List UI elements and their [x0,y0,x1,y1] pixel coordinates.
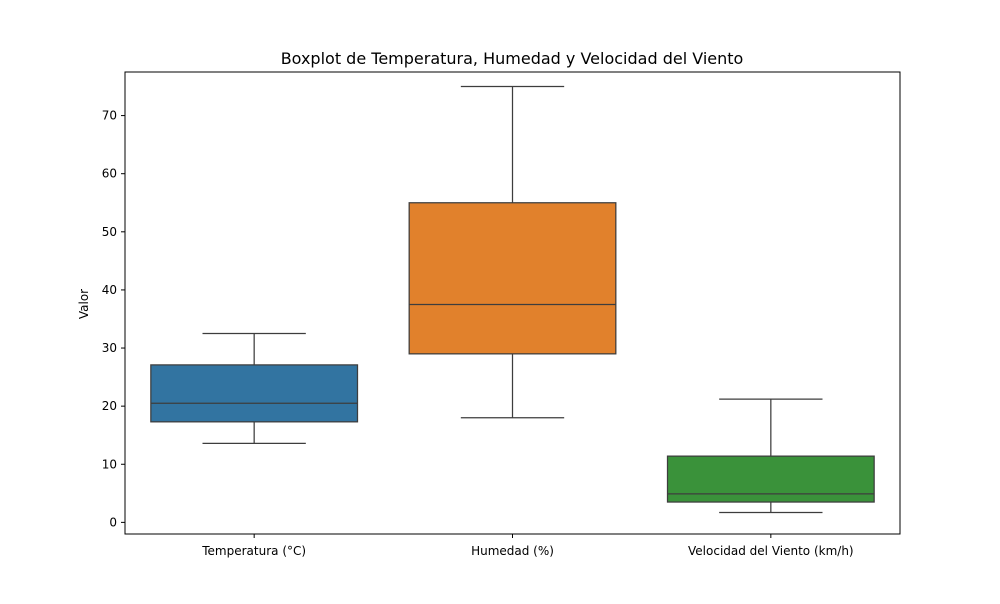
axes-layer: 0 10 20 30 40 50 60 70 Temperatura (°C) Humedad (… [102,71,901,558]
box [408,202,617,355]
y-tick-label: 10 [102,457,117,471]
box [666,455,875,503]
y-tick-label: 40 [102,283,117,297]
x-tick-label: Temperatura (°C) [201,544,306,558]
x-tick-label: Humedad (%) [471,544,554,558]
boxes-layer [150,85,875,514]
y-tick-label: 50 [102,225,117,239]
y-tick-label: 30 [102,341,117,355]
box [150,364,359,423]
y-tick-label: 60 [102,167,117,181]
y-tick-label: 20 [102,399,117,413]
x-tick-label: Velocidad del Viento (km/h) [688,544,854,558]
box-group [666,398,875,514]
y-tick-label: 0 [109,515,117,529]
box-group [150,332,359,444]
y-axis-label: Valor [77,289,91,319]
box-group [408,85,617,419]
chart-title: Boxplot de Temperatura, Humedad y Veloci… [281,49,744,68]
y-tick-label: 70 [102,109,117,123]
